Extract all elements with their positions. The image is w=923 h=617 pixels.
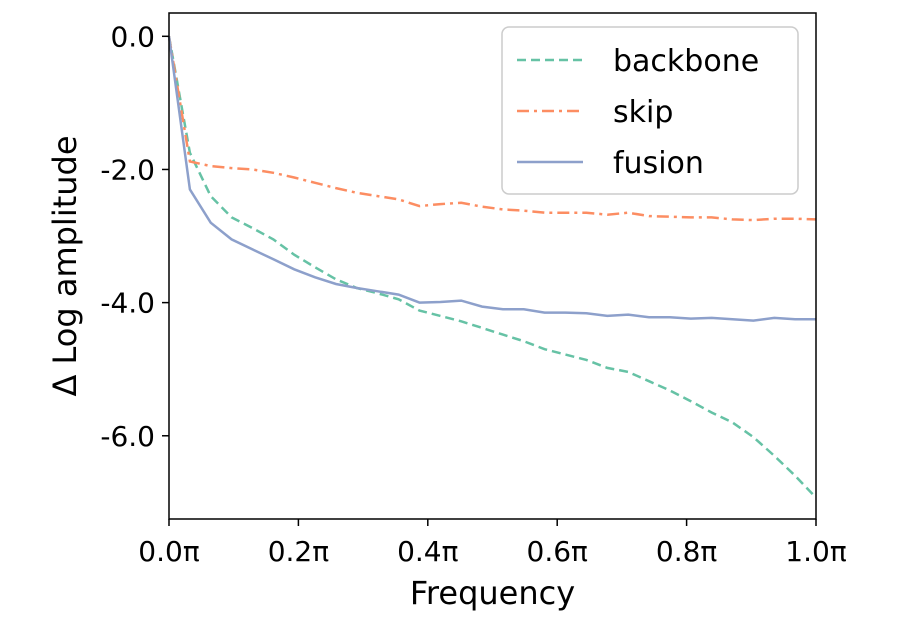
y-tick-label-2: -4.0 <box>100 287 155 320</box>
x-axis: 0.0π 0.2π 0.4π 0.6π 0.8π 1.0π <box>138 519 847 568</box>
x-tick-label-1: 0.2π <box>268 535 330 568</box>
plot-frame <box>168 12 817 520</box>
y-tick-label-1: -2.0 <box>100 153 155 186</box>
legend-label-backbone: backbone <box>613 44 759 79</box>
x-tick-label-3: 0.6π <box>527 535 589 568</box>
legend-box <box>501 26 799 195</box>
legend-label-fusion: fusion <box>613 146 704 181</box>
series-line-skip <box>167 36 817 222</box>
x-tick-label-0: 0.0π <box>138 535 200 568</box>
y-tick-label-3: -6.0 <box>100 420 155 453</box>
x-tick-label-5: 1.0π <box>785 535 847 568</box>
series-line-backbone <box>167 36 817 499</box>
y-tick-label-0: 0.0 <box>110 20 155 53</box>
plot-lines <box>167 36 817 499</box>
x-axis-label: Frequency <box>410 574 575 612</box>
x-tick-label-4: 0.8π <box>656 535 718 568</box>
series-line-fusion <box>167 36 816 322</box>
legend: backbone skip fusion <box>501 26 799 195</box>
x-tick-label-2: 0.4π <box>397 535 459 568</box>
y-axis-label: Δ Log amplitude <box>46 135 84 396</box>
y-axis: 0.0 -2.0 -4.0 -6.0 <box>100 20 169 453</box>
legend-label-skip: skip <box>613 95 673 130</box>
